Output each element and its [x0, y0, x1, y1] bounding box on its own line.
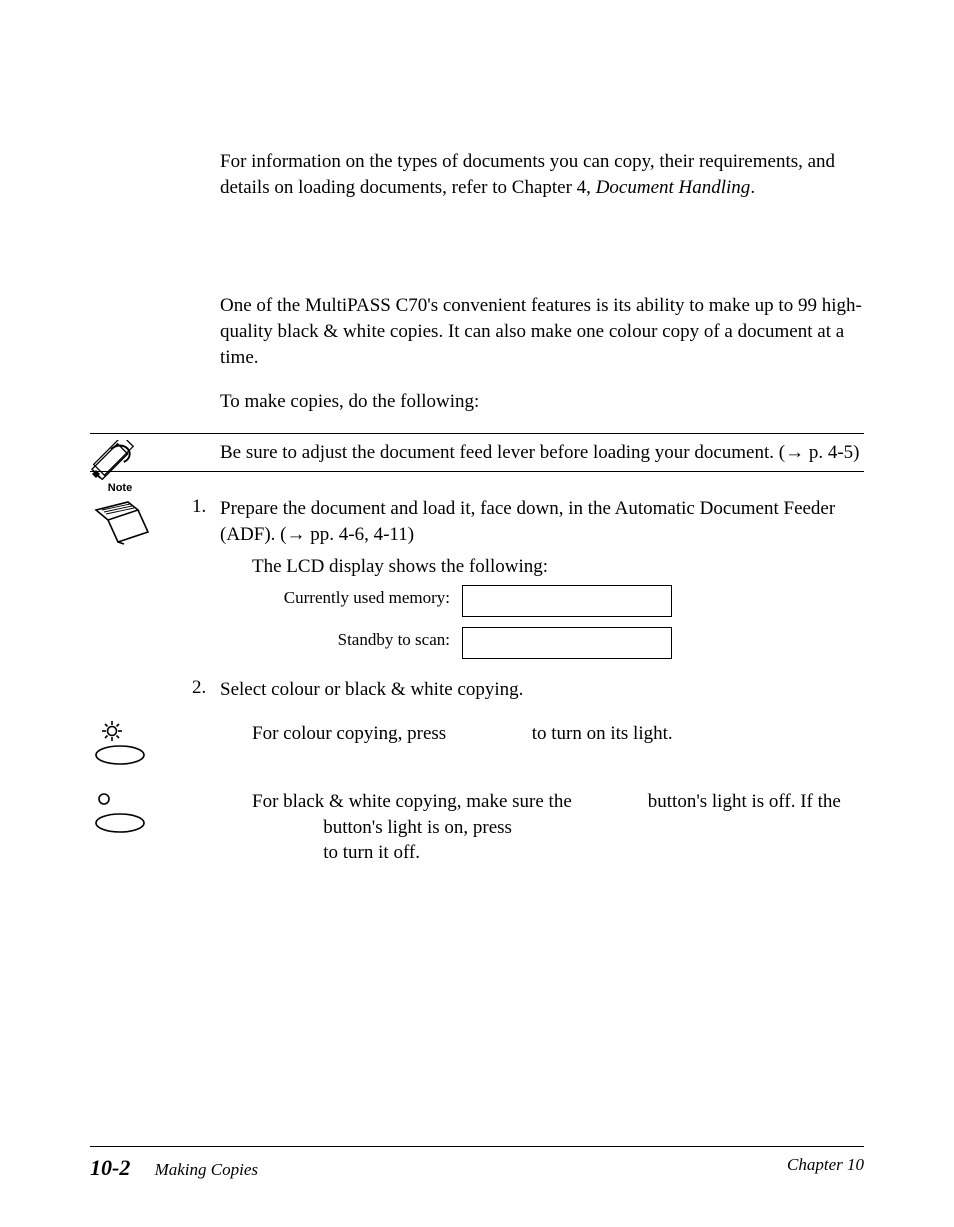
- page-number: 10-2: [90, 1155, 130, 1180]
- colour-button-icon: [90, 721, 170, 772]
- bw-gap3: [252, 842, 319, 863]
- section-p2: To make copies, do the following:: [220, 389, 864, 415]
- note-label: Note: [90, 482, 150, 494]
- colour-gap: [451, 723, 527, 744]
- lcd-row-1: Currently used memory:: [252, 585, 864, 617]
- note-block: Note Be sure to adjust the document feed…: [90, 433, 864, 473]
- lcd-box-2: [462, 627, 672, 659]
- lcd-box-1: [462, 585, 672, 617]
- lcd-label-1: Currently used memory:: [252, 585, 462, 610]
- intro-paragraph: For information on the types of document…: [220, 149, 864, 200]
- footer-title: Making Copies: [155, 1160, 258, 1179]
- step-2: 2. Select colour or black & white copyin…: [90, 677, 864, 703]
- document-load-icon: [90, 496, 150, 553]
- bw-d: to turn it off.: [319, 842, 421, 863]
- step-2-line1: Select colour or black & white copying.: [220, 677, 864, 703]
- section-p1: One of the MultiPASS C70's convenient fe…: [220, 293, 864, 370]
- bw-button-icon: [90, 789, 170, 840]
- intro-text-italic: Document Handling: [596, 177, 751, 198]
- colour-b: to turn on its light.: [527, 723, 673, 744]
- page-footer: 10-2 Making Copies Chapter 10: [90, 1146, 864, 1181]
- bw-gap2: [252, 817, 319, 838]
- step-2-number: 2.: [192, 677, 206, 699]
- bw-c: button's light is on, press: [319, 817, 512, 838]
- bw-gap1: [577, 791, 644, 812]
- colour-a: For colour copying, press: [252, 723, 451, 744]
- step-1-line2: The LCD display shows the following:: [252, 554, 864, 580]
- lcd-row-2: Standby to scan:: [252, 627, 864, 659]
- colour-copy-row: For colour copying, press to turn on its…: [90, 721, 864, 767]
- step-1-number: 1.: [192, 496, 206, 518]
- lcd-label-2: Standby to scan:: [252, 627, 462, 652]
- intro-text-c: .: [750, 177, 755, 198]
- note-icon: Note: [90, 440, 150, 494]
- bw-a: For black & white copying, make sure the: [252, 791, 577, 812]
- step-1: 1. Prepare the document and load it, fac…: [90, 496, 864, 659]
- note-text: Be sure to adjust the document feed leve…: [220, 440, 864, 466]
- bw-copy-row: For black & white copying, make sure the…: [90, 789, 864, 866]
- step-1-line1: Prepare the document and load it, face d…: [220, 496, 864, 547]
- bw-b: button's light is off. If the: [643, 791, 841, 812]
- footer-chapter: Chapter 10: [787, 1155, 864, 1181]
